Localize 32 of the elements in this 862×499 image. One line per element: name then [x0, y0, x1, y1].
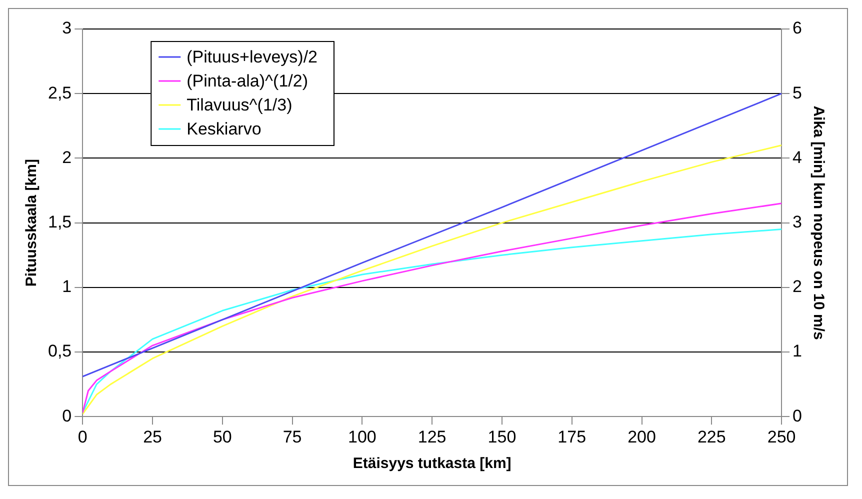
- y2-tick-label: 0: [792, 406, 802, 426]
- x-tick-label: 75: [282, 427, 302, 446]
- x-tick-label: 150: [488, 427, 516, 446]
- y-tick-label: 1,5: [48, 212, 72, 232]
- y-tick-label: 0: [62, 406, 72, 426]
- y-tick-label: 2: [62, 148, 72, 167]
- y-tick-label: 0,5: [48, 342, 72, 361]
- y2-tick-label: 6: [792, 18, 802, 38]
- y-tick-label: 3: [62, 18, 72, 38]
- x-tick-label: 125: [418, 427, 446, 446]
- x-tick-label: 50: [212, 427, 232, 446]
- y2-tick-label: 3: [792, 212, 802, 232]
- x-axis-title: Etäisyys tutkasta [km]: [352, 455, 512, 472]
- x-tick-label: 250: [767, 427, 796, 446]
- x-tick-label: 100: [348, 427, 376, 446]
- x-tick-label: 200: [628, 427, 656, 446]
- x-tick-label: 25: [143, 427, 162, 446]
- legend-label: Tilavuus^(1/3): [186, 96, 292, 115]
- y2-tick-label: 2: [792, 277, 802, 296]
- y2-tick-label: 5: [792, 83, 802, 102]
- y-tick-label: 1: [62, 277, 72, 296]
- x-tick-label: 225: [697, 427, 726, 446]
- y2-tick-label: 4: [792, 148, 802, 167]
- y2-axis-title: Aika [min] kun nopeus on 10 m/s: [810, 106, 827, 340]
- y-tick-label: 2,5: [48, 83, 72, 102]
- y-axis-title: Pituusskaala [km]: [23, 159, 40, 287]
- legend-label: (Pinta-ala)^(1/2): [186, 72, 308, 91]
- x-tick-label: 175: [558, 427, 586, 446]
- y2-tick-label: 1: [792, 342, 802, 361]
- x-tick-label: 0: [78, 427, 88, 446]
- legend-label: (Pituus+leveys)/2: [186, 48, 318, 67]
- legend-label: Keskiarvo: [186, 120, 262, 139]
